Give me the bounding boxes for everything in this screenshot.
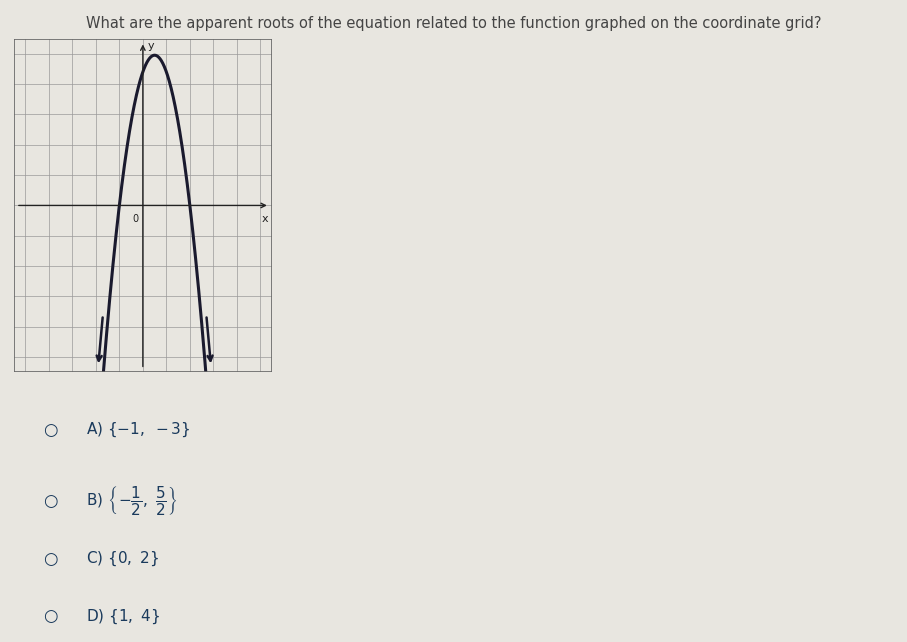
Text: ○: ○ <box>43 421 57 439</box>
Text: D) $\{1,\ 4\}$: D) $\{1,\ 4\}$ <box>86 607 161 625</box>
Text: ○: ○ <box>43 607 57 625</box>
Text: x: x <box>262 214 268 224</box>
Text: y: y <box>148 41 154 51</box>
Text: ○: ○ <box>43 550 57 568</box>
Text: B) $\left\{-\dfrac{1}{2},\ \dfrac{5}{2}\right\}$: B) $\left\{-\dfrac{1}{2},\ \dfrac{5}{2}\… <box>86 484 178 517</box>
Text: 0: 0 <box>132 214 138 224</box>
Text: What are the apparent roots of the equation related to the function graphed on t: What are the apparent roots of the equat… <box>86 16 821 31</box>
Text: A) $\{-1,\ -3\}$: A) $\{-1,\ -3\}$ <box>86 421 190 439</box>
Text: C) $\{0,\ 2\}$: C) $\{0,\ 2\}$ <box>86 550 160 568</box>
Text: ○: ○ <box>43 492 57 510</box>
